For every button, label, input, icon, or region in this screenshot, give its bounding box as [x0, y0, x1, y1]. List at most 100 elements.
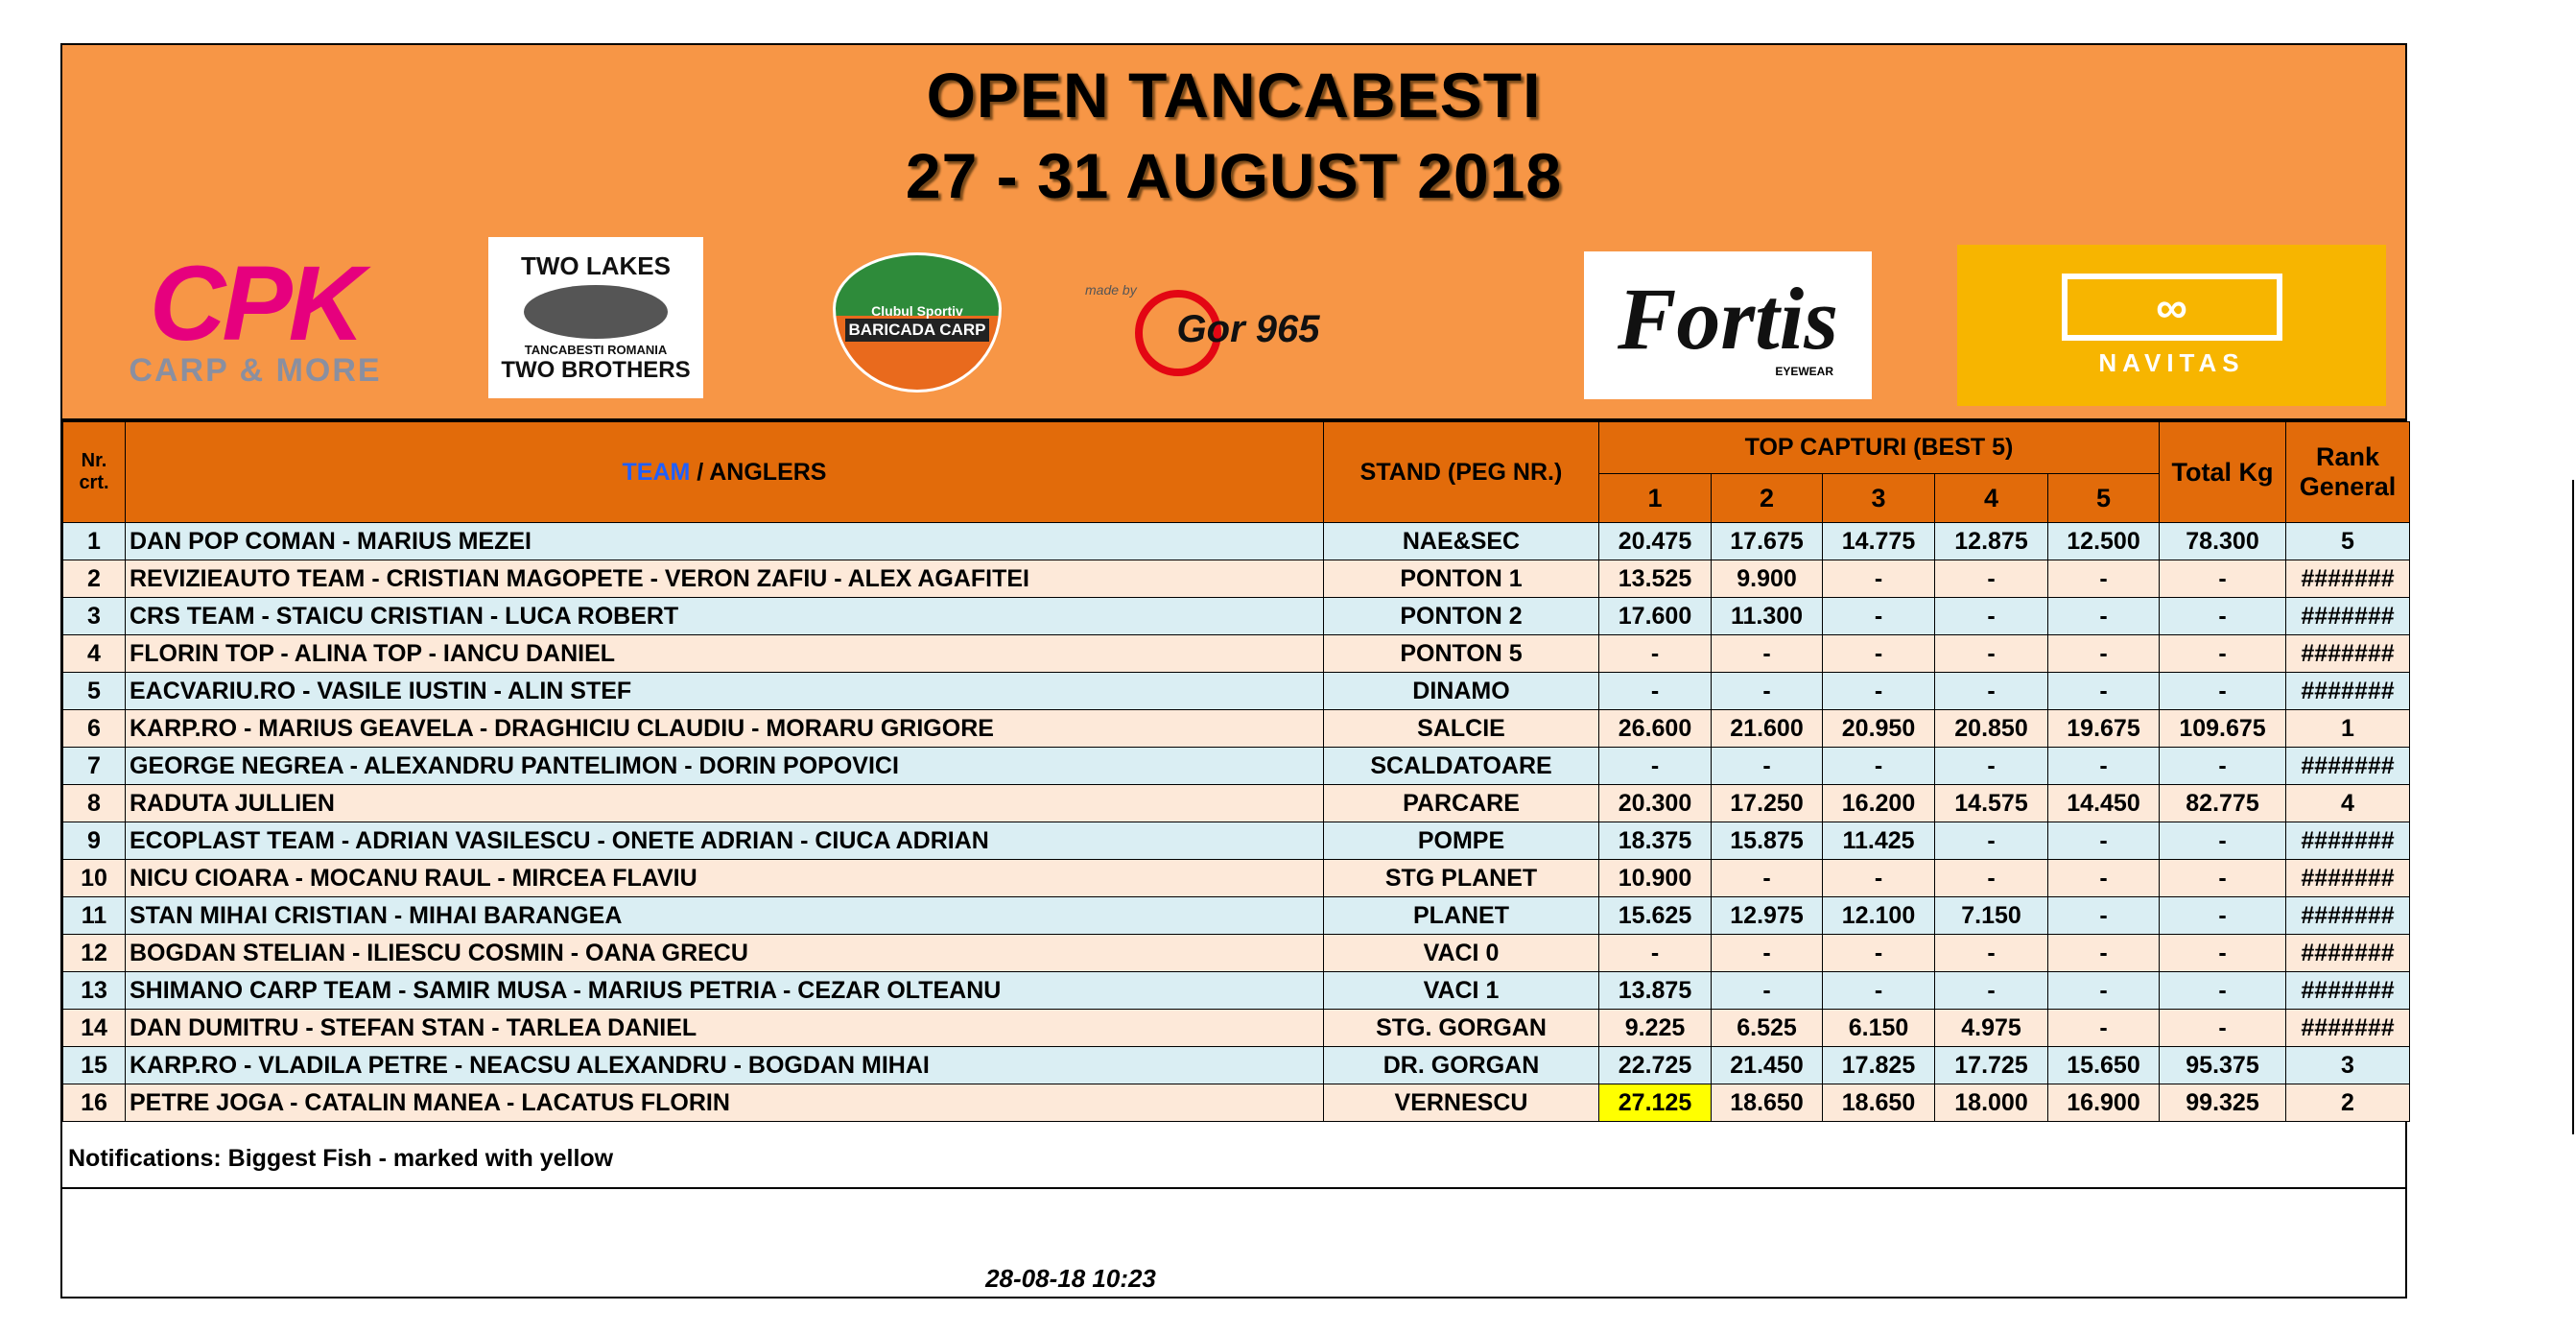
row-number: 2: [62, 560, 126, 598]
total-kg: 78.300: [2159, 522, 2286, 560]
row-number: 1: [62, 522, 126, 560]
team-anglers: SHIMANO CARP TEAM - SAMIR MUSA - MARIUS …: [125, 971, 1324, 1010]
catch-1: 20.300: [1598, 784, 1712, 822]
catch-5: 19.675: [2047, 709, 2160, 748]
catch-3: -: [1822, 934, 1935, 972]
catch-1: -: [1598, 747, 1712, 785]
two-lakes-bottom: TWO BROTHERS: [501, 357, 691, 383]
stand-peg: DR. GORGAN: [1323, 1046, 1599, 1084]
results-table: Nr. crt. TEAM / ANGLERS STAND (PEG NR.) …: [62, 421, 2410, 1122]
catch-1: 13.525: [1598, 560, 1712, 598]
catch-4: -: [1934, 634, 2048, 673]
banner: OPEN TANCABESTI 27 - 31 AUGUST 2018 CPK …: [62, 45, 2405, 421]
stand-peg: POMPE: [1323, 822, 1599, 860]
stand-peg: VACI 1: [1323, 971, 1599, 1010]
divider: [2572, 480, 2574, 1134]
carp-icon: [524, 285, 668, 339]
rank-general: #######: [2285, 672, 2410, 710]
table-row: 4 FLORIN TOP - ALINA TOP - IANCU DANIEL PO…: [62, 634, 2410, 673]
header-anglers-word: / ANGLERS: [690, 458, 827, 486]
catch-4: -: [1934, 747, 2048, 785]
header-nr: Nr. crt.: [62, 421, 126, 523]
team-anglers: REVIZIEAUTO TEAM - CRISTIAN MAGOPETE - V…: [125, 560, 1324, 598]
team-anglers: STAN MIHAI CRISTIAN - MIHAI BARANGEA: [125, 896, 1324, 935]
fortis-text: Fortis: [1617, 270, 1839, 368]
catch-1: 13.875: [1598, 971, 1712, 1010]
row-number: 4: [62, 634, 126, 673]
table-row: 14 DAN DUMITRU - STEFAN STAN - TARLEA DAN…: [62, 1009, 2410, 1047]
table-row: 5 EACVARIU.RO - VASILE IUSTIN - ALIN STEF…: [62, 672, 2410, 710]
total-kg: -: [2159, 672, 2286, 710]
gor-ring-icon: [1135, 290, 1221, 376]
total-kg: -: [2159, 859, 2286, 897]
row-number: 16: [62, 1084, 126, 1122]
row-number: 10: [62, 859, 126, 897]
row-number: 15: [62, 1046, 126, 1084]
catch-1: -: [1598, 934, 1712, 972]
catch-3: -: [1822, 971, 1935, 1010]
catch-2: 15.875: [1711, 822, 1823, 860]
catch-2: -: [1711, 634, 1823, 673]
catch-4: -: [1934, 822, 2048, 860]
catch-2: 17.675: [1711, 522, 1823, 560]
catch-2: 17.250: [1711, 784, 1823, 822]
header-top-catches: TOP CAPTURI (BEST 5): [1598, 421, 2160, 474]
catch-1: 15.625: [1598, 896, 1712, 935]
catch-2: 11.300: [1711, 597, 1823, 635]
header-catch-5: 5: [2047, 473, 2160, 523]
table-row: 9 ECOPLAST TEAM - ADRIAN VASILESCU - ONET…: [62, 822, 2410, 860]
row-number: 8: [62, 784, 126, 822]
row-number: 3: [62, 597, 126, 635]
cpk-logo-sub: CARP & MORE: [129, 351, 382, 389]
catch-1: 27.125: [1598, 1084, 1712, 1122]
team-anglers: DAN DUMITRU - STEFAN STAN - TARLEA DANIE…: [125, 1009, 1324, 1047]
catch-5: 16.900: [2047, 1084, 2160, 1122]
cpk-logo-text: CPK: [149, 244, 365, 363]
catch-3: 12.100: [1822, 896, 1935, 935]
catch-2: 21.450: [1711, 1046, 1823, 1084]
catch-2: 6.525: [1711, 1009, 1823, 1047]
catch-2: -: [1711, 747, 1823, 785]
catch-1: 22.725: [1598, 1046, 1712, 1084]
team-anglers: BOGDAN STELIAN - ILIESCU COSMIN - OANA G…: [125, 934, 1324, 972]
row-number: 13: [62, 971, 126, 1010]
catch-3: 20.950: [1822, 709, 1935, 748]
catch-1: 20.475: [1598, 522, 1712, 560]
catch-1: 17.600: [1598, 597, 1712, 635]
catch-4: -: [1934, 597, 2048, 635]
catch-4: 20.850: [1934, 709, 2048, 748]
event-title: OPEN TANCABESTI: [926, 60, 1542, 131]
header-catch-3: 3: [1822, 473, 1935, 523]
stand-peg: SCALDATOARE: [1323, 747, 1599, 785]
total-kg: -: [2159, 896, 2286, 935]
catch-5: 12.500: [2047, 522, 2160, 560]
table-row: 6 KARP.RO - MARIUS GEAVELA - DRAGHICIU CL…: [62, 709, 2410, 748]
baricada-main: BARICADA CARP: [844, 319, 990, 342]
team-anglers: NICU CIOARA - MOCANU RAUL - MIRCEA FLAVI…: [125, 859, 1324, 897]
stand-peg: DINAMO: [1323, 672, 1599, 710]
catch-5: -: [2047, 560, 2160, 598]
team-anglers: FLORIN TOP - ALINA TOP - IANCU DANIEL: [125, 634, 1324, 673]
total-kg: -: [2159, 747, 2286, 785]
catch-1: 26.600: [1598, 709, 1712, 748]
catch-3: 17.825: [1822, 1046, 1935, 1084]
team-anglers: PETRE JOGA - CATALIN MANEA - LACATUS FLO…: [125, 1084, 1324, 1122]
catch-2: -: [1711, 859, 1823, 897]
table-row: 8 RADUTA JULLIEN PARCARE 20.300 17.250 16.200…: [62, 784, 2410, 822]
catch-5: -: [2047, 634, 2160, 673]
catch-2: 9.900: [1711, 560, 1823, 598]
catch-3: 16.200: [1822, 784, 1935, 822]
stand-peg: PONTON 5: [1323, 634, 1599, 673]
gor-pre: made by: [1085, 282, 1137, 298]
stand-peg: PLANET: [1323, 896, 1599, 935]
table-row: 10 NICU CIOARA - MOCANU RAUL - MIRCEA FLA…: [62, 859, 2410, 897]
row-number: 14: [62, 1009, 126, 1047]
catch-5: -: [2047, 859, 2160, 897]
catch-3: -: [1822, 634, 1935, 673]
total-kg: -: [2159, 560, 2286, 598]
catch-4: -: [1934, 560, 2048, 598]
rank-general: 3: [2285, 1046, 2410, 1084]
rank-general: 1: [2285, 709, 2410, 748]
total-kg: 95.375: [2159, 1046, 2286, 1084]
catch-5: -: [2047, 896, 2160, 935]
